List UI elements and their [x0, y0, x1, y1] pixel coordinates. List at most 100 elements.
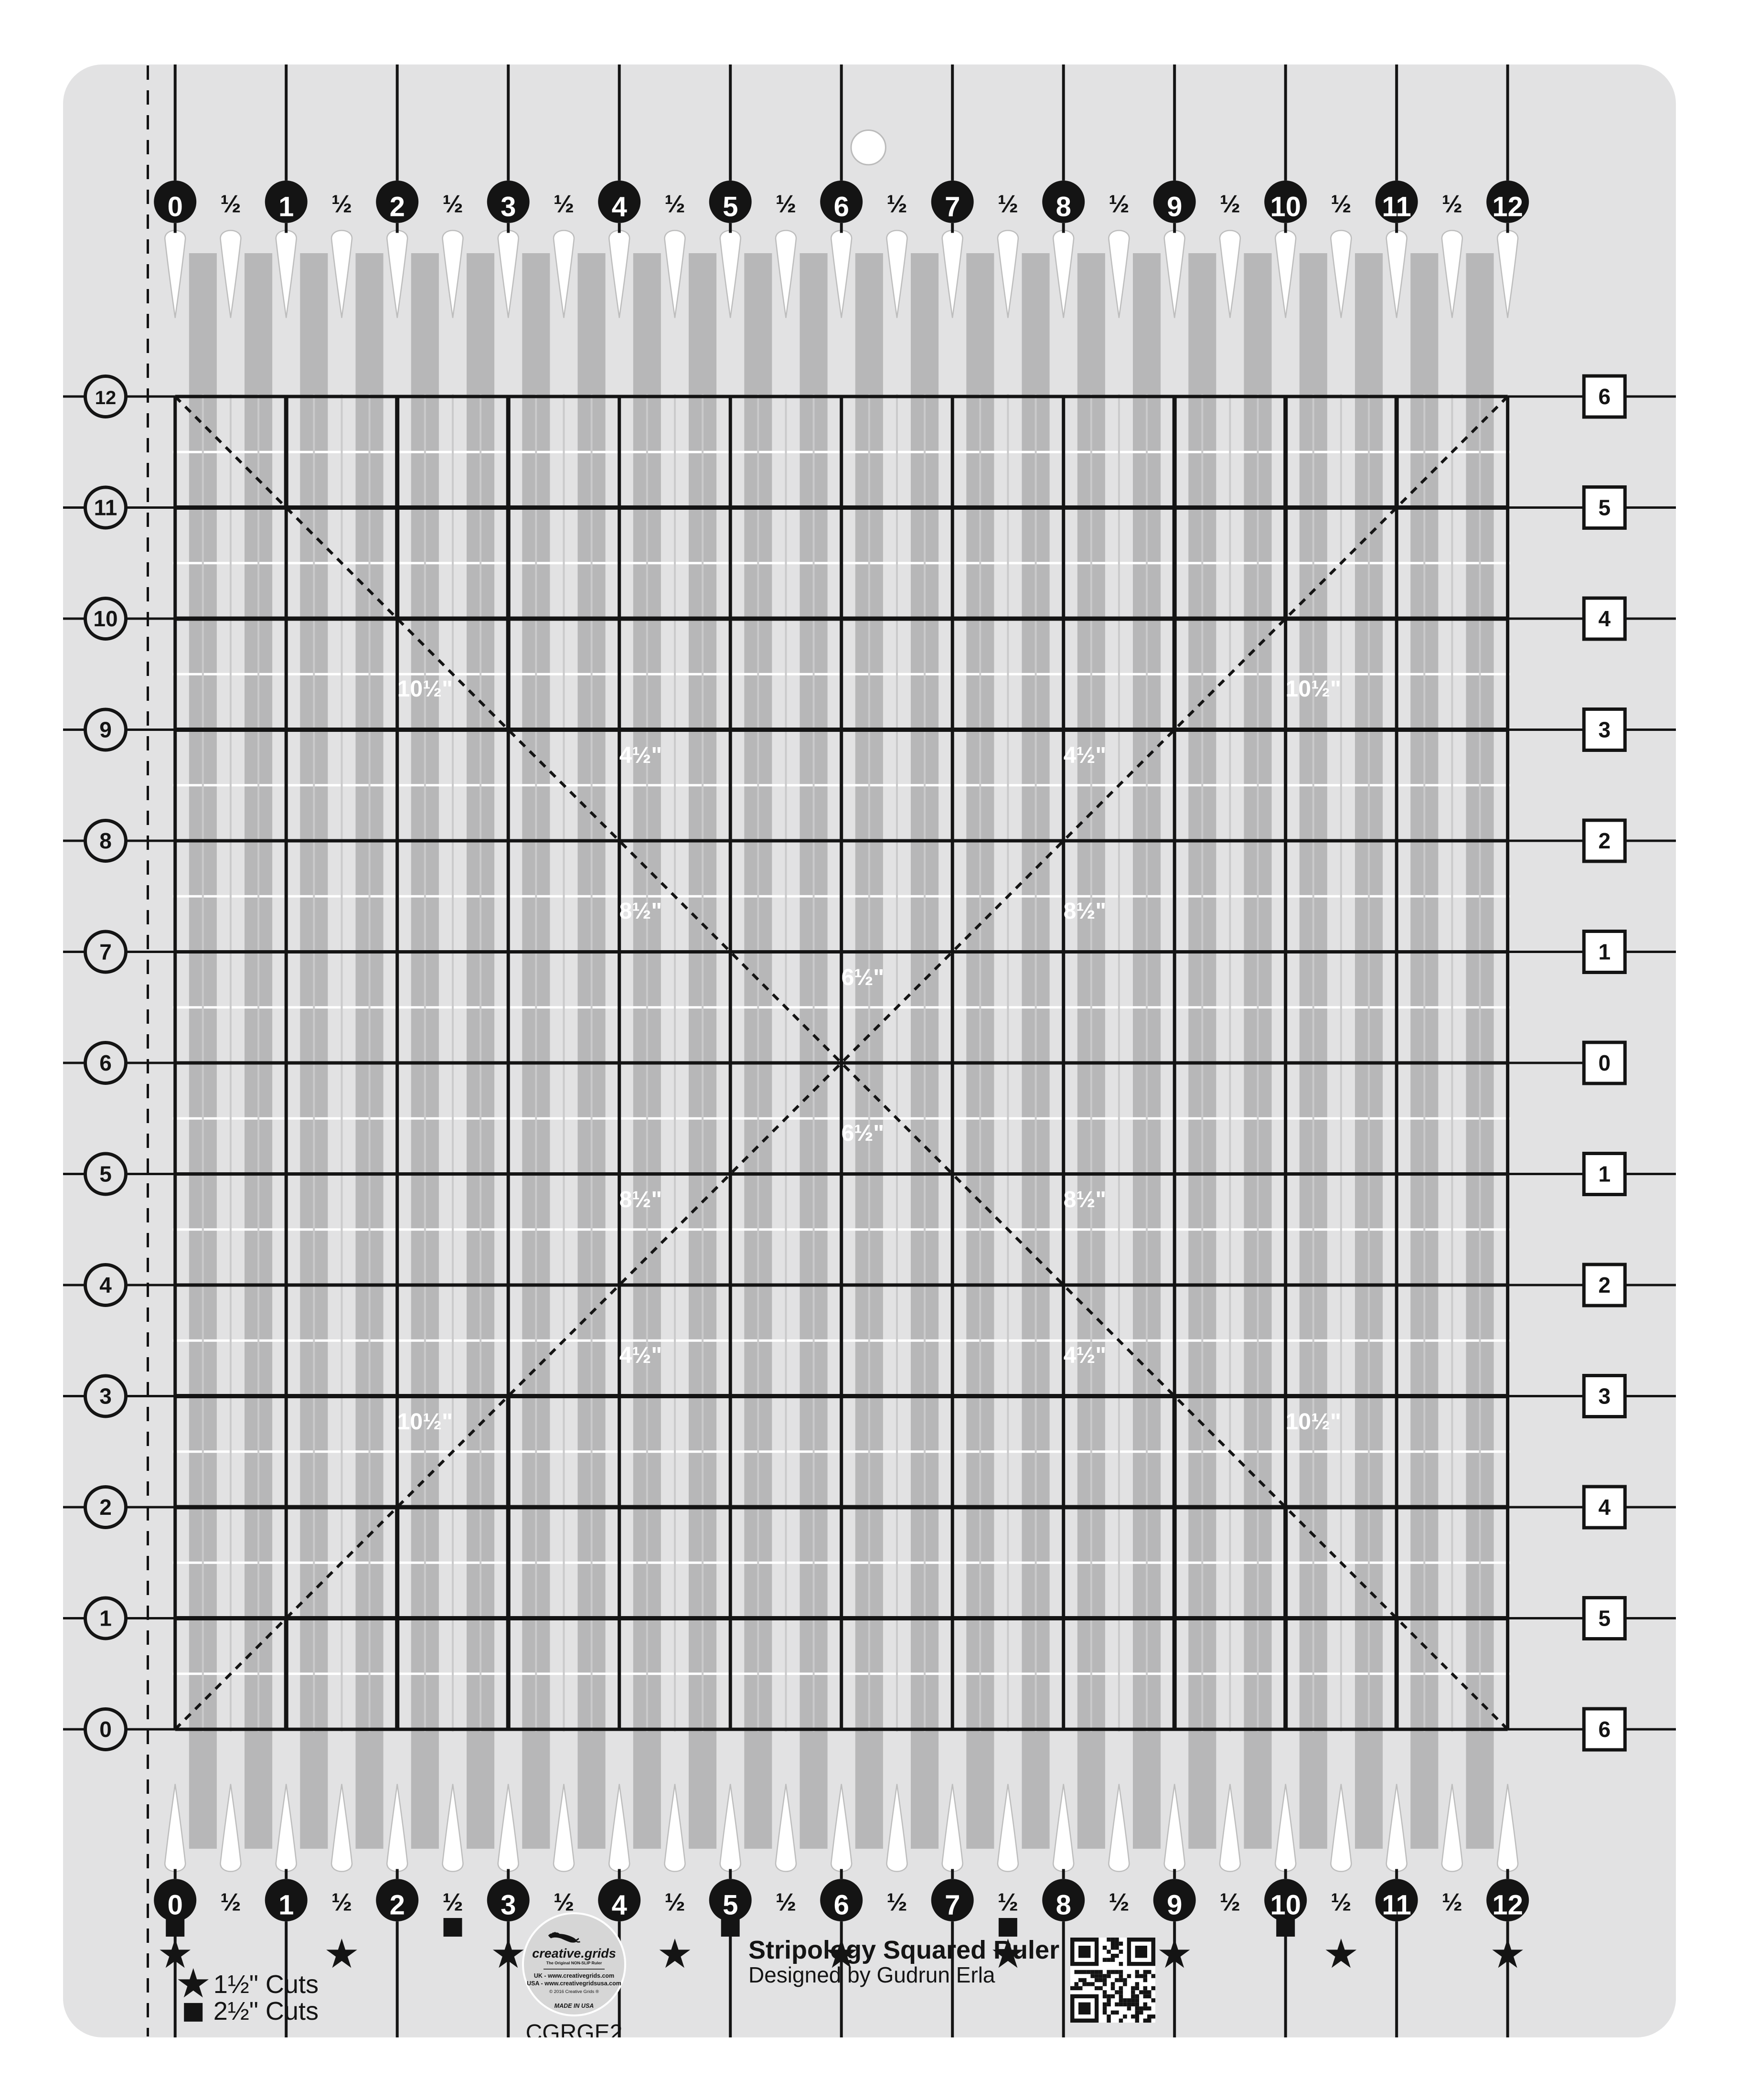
svg-text:The Original NON-SLIP Ruler: The Original NON-SLIP Ruler	[546, 1961, 602, 1965]
svg-text:Designed by Gudrun Erla: Designed by Gudrun Erla	[748, 1962, 995, 1987]
svg-text:6: 6	[99, 1050, 112, 1075]
svg-text:8½": 8½"	[1064, 899, 1106, 924]
svg-text:4: 4	[612, 1890, 627, 1921]
svg-text:1: 1	[278, 191, 294, 222]
svg-text:10½": 10½"	[397, 676, 453, 702]
svg-text:½: ½	[1442, 1889, 1462, 1917]
svg-text:2: 2	[1599, 828, 1611, 853]
svg-text:½: ½	[776, 190, 796, 218]
svg-text:½: ½	[1109, 190, 1129, 218]
svg-text:½: ½	[442, 1889, 463, 1917]
svg-text:10: 10	[1270, 191, 1301, 222]
svg-text:4½": 4½"	[619, 1343, 662, 1368]
svg-text:5: 5	[723, 191, 738, 222]
svg-text:5: 5	[1599, 495, 1611, 520]
svg-text:10½": 10½"	[1286, 1409, 1341, 1435]
svg-text:USA - www.creativegridsusa.com: USA - www.creativegridsusa.com	[527, 1980, 621, 1987]
svg-text:½: ½	[1220, 190, 1240, 218]
svg-text:8: 8	[99, 828, 112, 853]
svg-text:8½": 8½"	[1064, 1187, 1106, 1212]
svg-text:½: ½	[554, 190, 574, 218]
svg-text:½: ½	[664, 1889, 685, 1917]
svg-text:½: ½	[776, 1889, 796, 1917]
svg-text:9: 9	[1167, 191, 1182, 222]
svg-text:1: 1	[99, 1606, 112, 1631]
svg-text:1½" Cuts: 1½" Cuts	[213, 1970, 319, 1999]
svg-text:½: ½	[664, 190, 685, 218]
svg-text:4: 4	[1599, 1495, 1611, 1520]
svg-text:11: 11	[1382, 191, 1411, 222]
svg-text:½: ½	[1442, 190, 1462, 218]
svg-text:11: 11	[1382, 1890, 1411, 1921]
svg-text:5: 5	[723, 1890, 738, 1921]
svg-text:2½" Cuts: 2½" Cuts	[213, 1997, 319, 2025]
svg-text:7: 7	[945, 191, 960, 222]
svg-text:½: ½	[331, 1889, 352, 1917]
svg-text:1: 1	[1599, 1162, 1611, 1187]
svg-text:½: ½	[220, 190, 241, 218]
svg-text:4: 4	[1599, 606, 1611, 631]
svg-text:2: 2	[1599, 1273, 1611, 1297]
svg-text:4½": 4½"	[1064, 1343, 1106, 1368]
svg-text:8½": 8½"	[619, 899, 662, 924]
svg-text:6½": 6½"	[842, 965, 884, 990]
svg-text:½: ½	[886, 190, 907, 218]
svg-text:4½": 4½"	[1064, 743, 1106, 768]
svg-text:6½": 6½"	[842, 1121, 884, 1146]
svg-text:7: 7	[945, 1890, 960, 1921]
svg-text:9: 9	[1167, 1890, 1182, 1921]
svg-text:6: 6	[834, 1890, 849, 1921]
svg-text:1: 1	[278, 1890, 294, 1921]
svg-text:4: 4	[99, 1273, 112, 1297]
svg-text:3: 3	[501, 1890, 516, 1921]
svg-text:9: 9	[99, 718, 112, 742]
svg-text:8: 8	[1056, 1890, 1071, 1921]
svg-text:4½": 4½"	[619, 743, 662, 768]
svg-text:½: ½	[1220, 1889, 1240, 1917]
svg-text:6: 6	[834, 191, 849, 222]
svg-text:10: 10	[1270, 1890, 1301, 1921]
svg-text:½: ½	[220, 1889, 241, 1917]
svg-text:3: 3	[1599, 1384, 1611, 1409]
svg-text:5: 5	[1599, 1606, 1611, 1631]
svg-text:8½": 8½"	[619, 1187, 662, 1212]
svg-text:4: 4	[612, 191, 627, 222]
svg-text:7: 7	[99, 940, 112, 964]
svg-text:½: ½	[331, 190, 352, 218]
svg-text:6: 6	[1599, 1717, 1611, 1742]
svg-text:8: 8	[1056, 191, 1071, 222]
svg-text:12: 12	[1492, 1890, 1523, 1921]
svg-text:© 2016 Creative Grids ®: © 2016 Creative Grids ®	[549, 1989, 599, 1994]
svg-text:½: ½	[554, 1889, 574, 1917]
svg-text:0: 0	[1599, 1050, 1611, 1075]
svg-text:½: ½	[1331, 190, 1351, 218]
svg-text:5: 5	[99, 1162, 112, 1187]
svg-text:6: 6	[1599, 384, 1611, 409]
svg-text:1: 1	[1599, 940, 1611, 964]
svg-text:10½": 10½"	[397, 1409, 453, 1435]
svg-text:12: 12	[1492, 191, 1523, 222]
svg-text:2: 2	[390, 1890, 405, 1921]
svg-text:0: 0	[99, 1717, 112, 1742]
svg-text:0: 0	[168, 1890, 183, 1921]
svg-text:Stripology Squared Ruler: Stripology Squared Ruler	[748, 1936, 1059, 1964]
svg-text:creative.grids: creative.grids	[532, 1946, 616, 1961]
svg-text:12: 12	[95, 387, 117, 408]
svg-text:10½": 10½"	[1286, 676, 1341, 702]
svg-text:3: 3	[501, 191, 516, 222]
svg-text:2: 2	[99, 1495, 112, 1520]
svg-text:½: ½	[442, 190, 463, 218]
svg-text:½: ½	[998, 1889, 1018, 1917]
svg-text:2: 2	[390, 191, 405, 222]
svg-text:MADE IN USA: MADE IN USA	[554, 2003, 594, 2009]
svg-text:3: 3	[99, 1384, 112, 1409]
svg-text:10: 10	[93, 606, 117, 631]
svg-text:11: 11	[94, 495, 117, 520]
svg-text:½: ½	[998, 190, 1018, 218]
svg-text:½: ½	[1331, 1889, 1351, 1917]
svg-text:½: ½	[1109, 1889, 1129, 1917]
svg-text:½: ½	[886, 1889, 907, 1917]
svg-text:3: 3	[1599, 718, 1611, 742]
svg-text:0: 0	[168, 191, 183, 222]
svg-text:UK - www.creativegrids.com: UK - www.creativegrids.com	[534, 1972, 614, 1979]
